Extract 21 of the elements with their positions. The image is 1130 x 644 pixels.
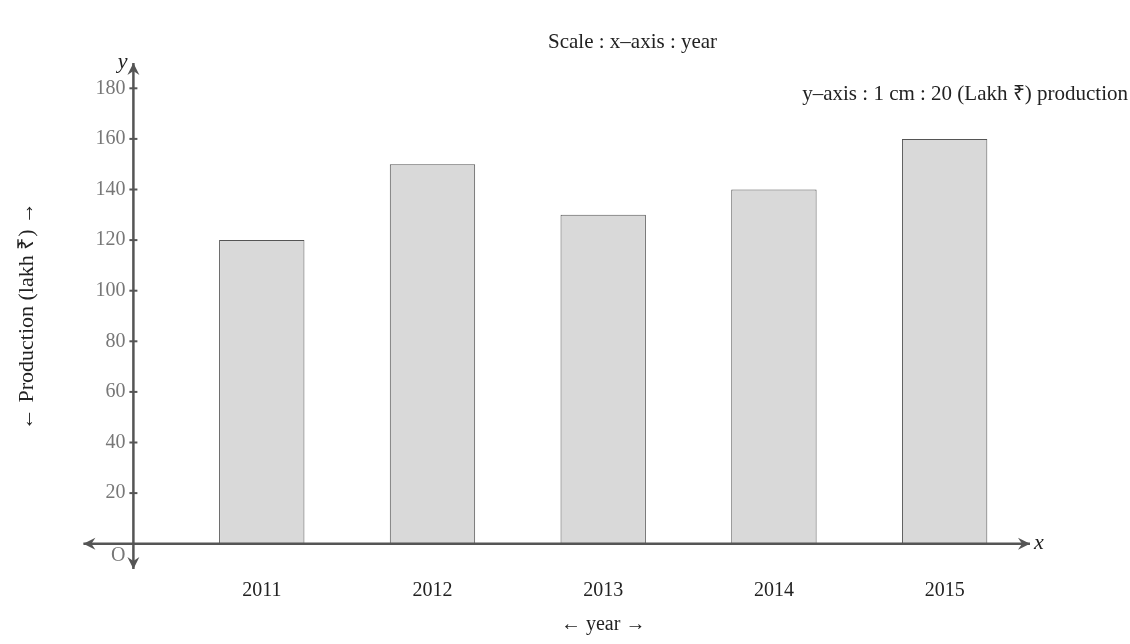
annotation: y (115, 47, 128, 73)
y-tick-label: 80 (105, 328, 126, 351)
x-tick-label: 2014 (753, 578, 794, 601)
y-axis-title: ← Production (lakh ₹) → (12, 201, 38, 431)
x-axis-title: ← year → (560, 612, 646, 636)
text: Scale : x–axis : year (548, 29, 718, 53)
x-tick-label: 2011 (242, 578, 282, 601)
x-tick-label: 2013 (583, 578, 624, 601)
y-tick-label: 60 (105, 379, 126, 402)
y-tick-label: 140 (95, 176, 126, 199)
y-tick-label: 40 (105, 429, 126, 452)
y-tick-label: 180 (95, 75, 126, 98)
y-tick-label: O (110, 542, 126, 565)
annotation: y–axis : 1 cm : 20 (Lakh ₹) production (802, 81, 1129, 105)
y-tick-label: 20 (105, 480, 126, 503)
y-tick-label: 120 (95, 227, 126, 250)
y-tick-label: 100 (95, 277, 126, 300)
y-tick-label: 160 (95, 126, 126, 149)
x-tick-label: 2015 (924, 578, 965, 601)
x-tick-label: 2012 (412, 578, 453, 601)
text: x (1033, 529, 1044, 555)
